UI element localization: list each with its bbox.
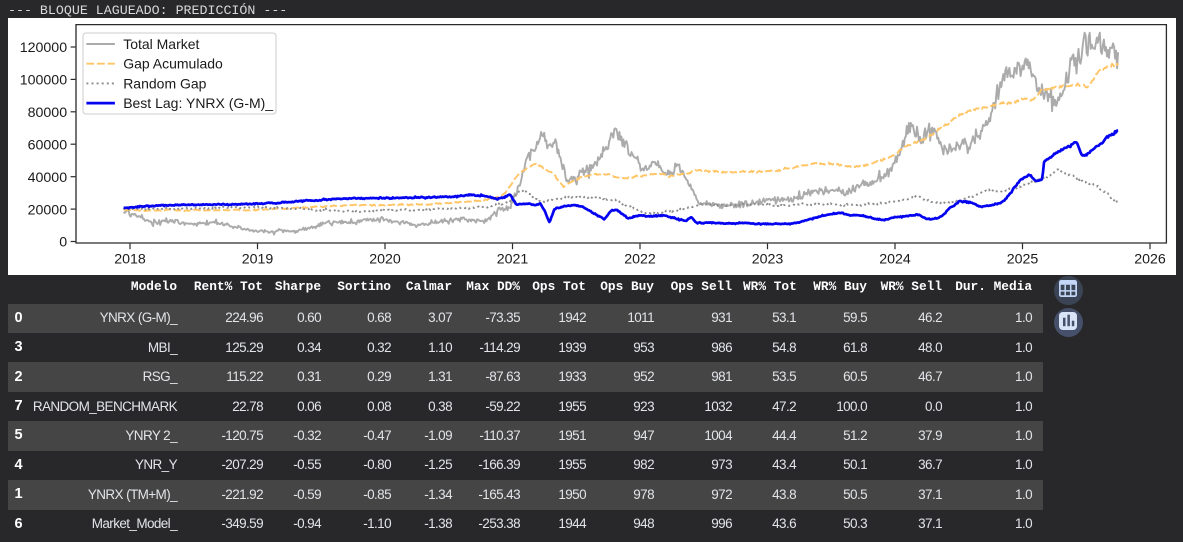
- svg-text:20000: 20000: [28, 202, 68, 218]
- svg-text:100000: 100000: [20, 73, 67, 89]
- svg-text:40000: 40000: [28, 170, 68, 186]
- svg-text:60000: 60000: [28, 137, 68, 153]
- svg-text:2022: 2022: [624, 252, 656, 268]
- svg-text:2024: 2024: [879, 252, 911, 268]
- svg-text:0: 0: [59, 235, 67, 251]
- svg-text:2020: 2020: [369, 252, 401, 268]
- svg-text:Random Gap: Random Gap: [123, 75, 206, 91]
- svg-text:120000: 120000: [20, 40, 67, 56]
- svg-text:Total Market: Total Market: [123, 36, 199, 52]
- svg-text:80000: 80000: [28, 105, 68, 121]
- svg-text:2021: 2021: [497, 252, 529, 268]
- svg-text:2018: 2018: [114, 252, 146, 268]
- svg-text:2019: 2019: [242, 252, 274, 268]
- svg-text:2025: 2025: [1007, 252, 1039, 268]
- svg-text:Best Lag: YNRX (G-M)_: Best Lag: YNRX (G-M)_: [123, 95, 273, 111]
- svg-text:2026: 2026: [1134, 252, 1166, 268]
- svg-text:Gap Acumulado: Gap Acumulado: [123, 56, 223, 72]
- svg-text:2023: 2023: [752, 252, 784, 268]
